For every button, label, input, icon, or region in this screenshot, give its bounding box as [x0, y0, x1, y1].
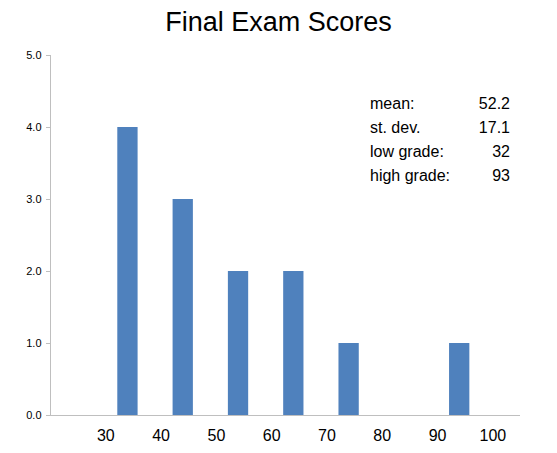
html-text:st. dev.: st. dev.	[370, 119, 421, 136]
svg-text:2.0: 2.0	[26, 265, 41, 277]
svg-text:100: 100	[480, 427, 507, 444]
svg-text:4.0: 4.0	[26, 121, 41, 133]
html-text:93: 93	[492, 167, 510, 184]
html-text:low grade:: low grade:	[370, 143, 444, 160]
svg-text:0.0: 0.0	[26, 409, 41, 421]
svg-text:5.0: 5.0	[26, 49, 41, 61]
html-text:Final Exam Scores: Final Exam Scores	[165, 7, 392, 37]
html-text:32: 32	[492, 143, 510, 160]
html-text:52.2: 52.2	[478, 95, 510, 112]
html-text:mean:: mean:	[370, 95, 415, 112]
svg-text:30: 30	[97, 427, 115, 444]
svg-text:80: 80	[373, 427, 391, 444]
svg-text:1.0: 1.0	[26, 337, 41, 349]
html-text:high grade:: high grade:	[370, 167, 451, 184]
svg-text:90: 90	[429, 427, 447, 444]
svg-text:40: 40	[152, 427, 170, 444]
svg-text:60: 60	[263, 427, 281, 444]
svg-text:70: 70	[318, 427, 336, 444]
svg-text:3.0: 3.0	[26, 193, 41, 205]
html-text:17.1: 17.1	[478, 119, 510, 136]
svg-text:50: 50	[207, 427, 225, 444]
